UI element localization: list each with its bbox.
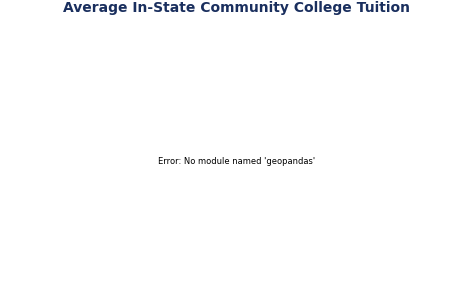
Text: Error: No module named 'geopandas': Error: No module named 'geopandas' <box>158 157 316 165</box>
Title: Average In-State Community College Tuition: Average In-State Community College Tuiti… <box>64 2 410 15</box>
